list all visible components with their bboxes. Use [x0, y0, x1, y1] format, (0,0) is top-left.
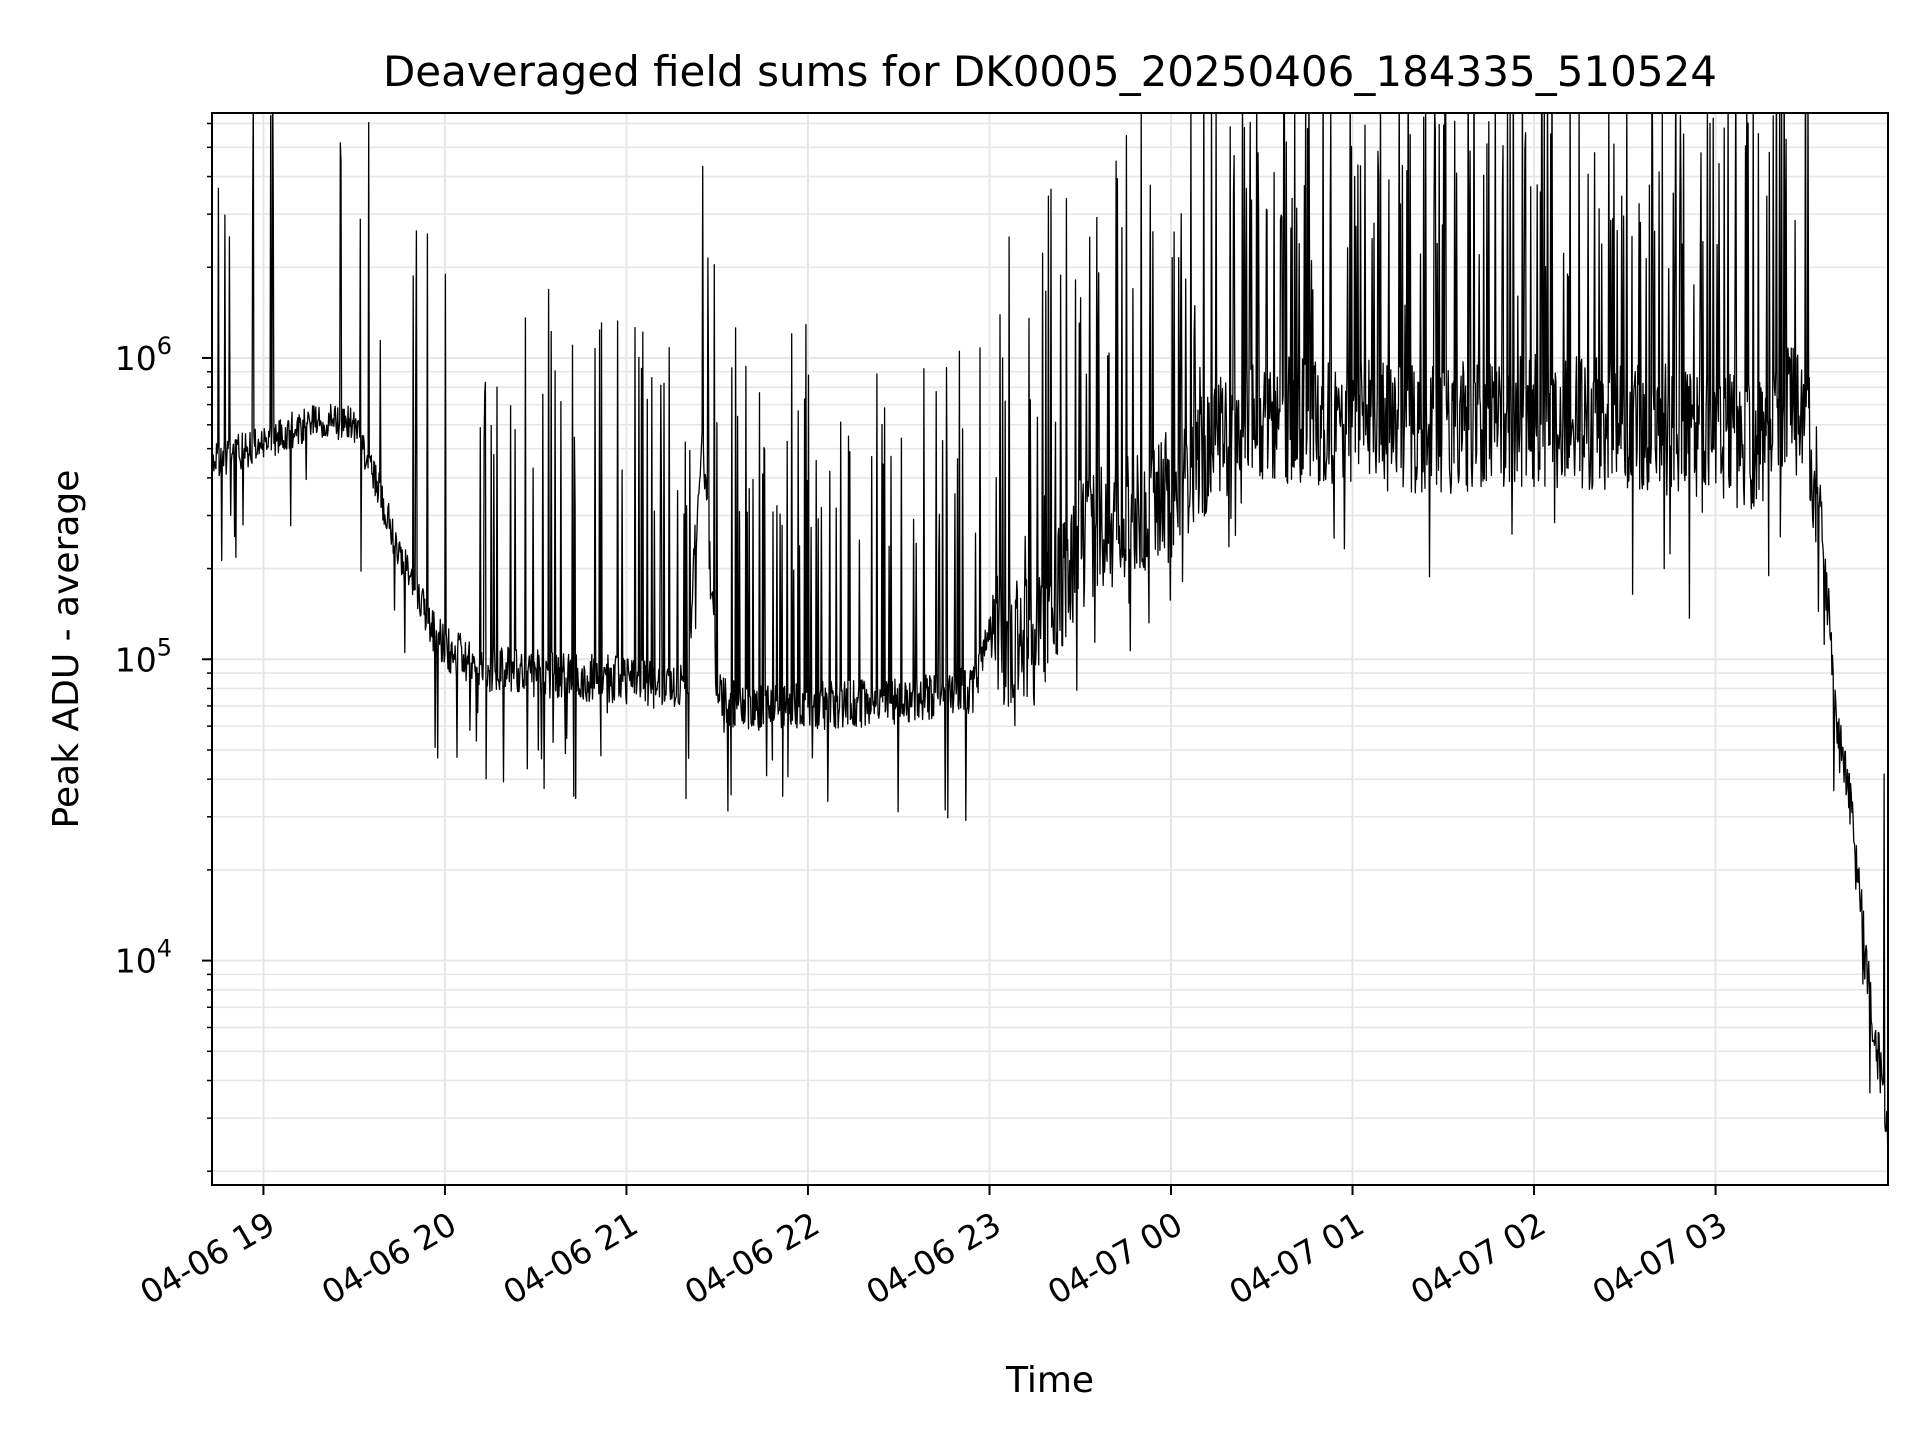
x-tick-label: 04-07 01: [1223, 1204, 1371, 1312]
x-tick-label: 04-07 00: [1041, 1204, 1189, 1312]
chart-title: Deaveraged field sums for DK0005_2025040…: [383, 47, 1717, 96]
y-tick-label-base: 10: [115, 942, 157, 981]
y-tick-label-exponent: 6: [157, 332, 172, 360]
y-tick-label: 105: [115, 633, 172, 679]
y-axis-label: Peak ADU - average: [46, 470, 87, 829]
data-series-line: [212, 113, 1888, 1167]
x-tick-label: 04-07 03: [1586, 1204, 1734, 1312]
x-tick-label: 04-06 23: [859, 1204, 1007, 1312]
plot-frame: [211, 112, 1889, 1186]
y-tick-label: 106: [115, 332, 172, 378]
x-tick-label: 04-06 22: [678, 1204, 826, 1312]
x-tick-label: 04-06 19: [133, 1204, 281, 1312]
y-tick-label-base: 10: [115, 339, 157, 378]
grid: [212, 113, 1888, 1185]
x-tick-label: 04-06 21: [496, 1204, 644, 1312]
x-tick-label: 04-06 20: [315, 1204, 463, 1312]
x-tick-label: 04-07 02: [1404, 1204, 1552, 1312]
y-tick-label-base: 10: [115, 640, 157, 679]
y-tick-label: 104: [115, 935, 172, 981]
y-tick-label-exponent: 5: [157, 633, 172, 661]
y-tick-label-exponent: 4: [157, 935, 172, 963]
x-axis-label: Time: [1005, 1360, 1094, 1401]
